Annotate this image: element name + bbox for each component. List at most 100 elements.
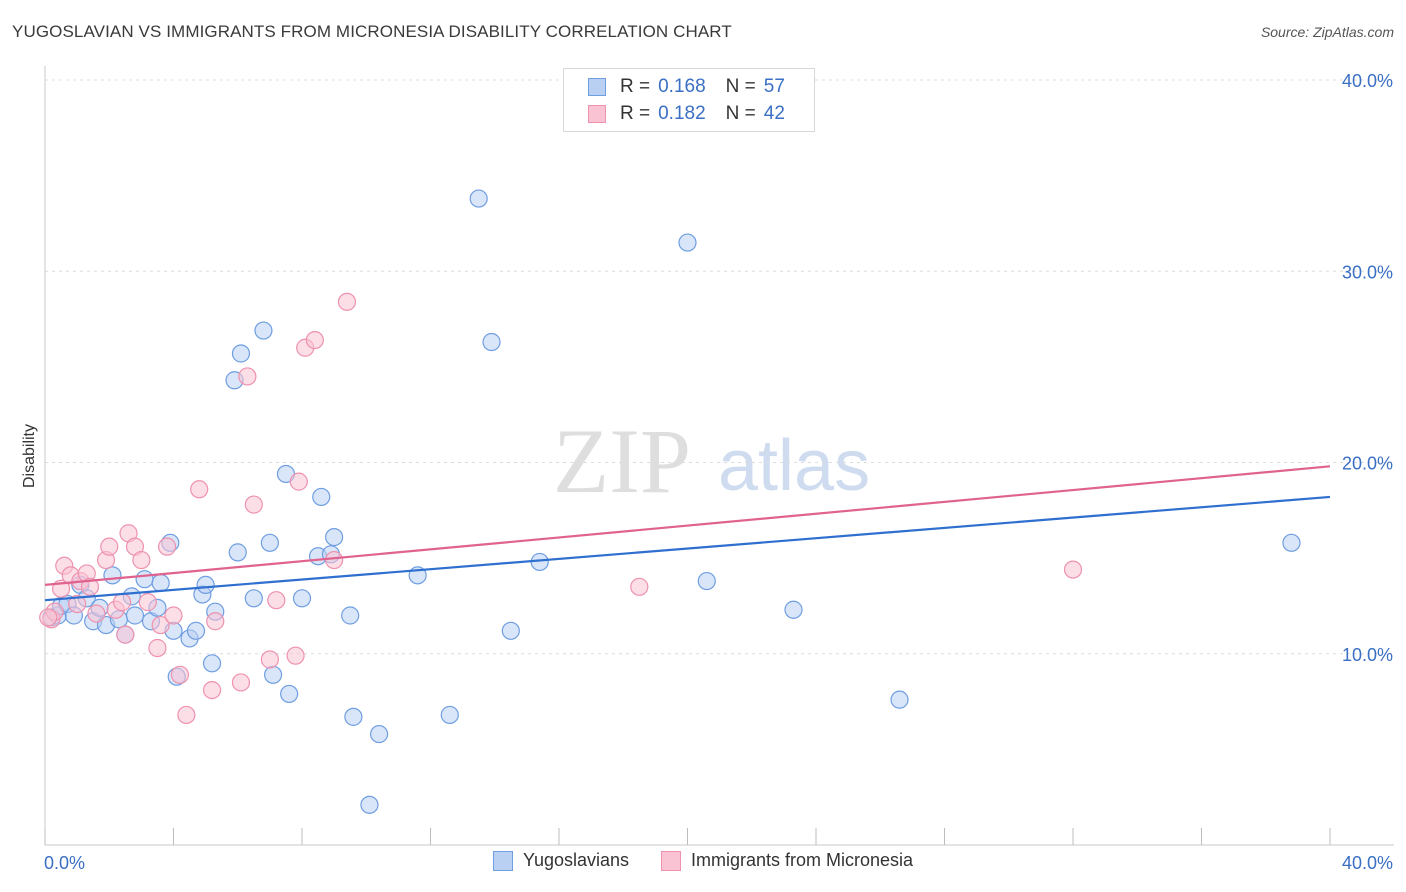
pink-point <box>100 537 119 556</box>
blue-point <box>325 527 344 547</box>
x-tick-label: 0.0% <box>44 853 85 873</box>
blue-point <box>263 665 283 684</box>
blue-point <box>196 575 215 595</box>
x-tick-label: 40.0% <box>1342 853 1393 873</box>
pink-point <box>202 680 222 700</box>
y-tick-label: 40.0% <box>1342 71 1393 91</box>
blue-point <box>260 533 279 552</box>
blue-point <box>678 233 697 252</box>
blue-point <box>292 589 312 608</box>
pink-point <box>244 495 263 514</box>
blue-point <box>125 606 145 625</box>
blue-point <box>360 795 379 814</box>
blue-point <box>784 600 803 619</box>
blue-point <box>344 707 363 726</box>
trend-lines <box>44 465 1331 602</box>
y-tick-label: 10.0% <box>1342 645 1393 665</box>
pink-point <box>305 331 324 350</box>
pink-point <box>238 367 257 386</box>
blue-point <box>151 573 170 593</box>
y-axis-label: Disability <box>21 424 38 488</box>
pink-point <box>148 638 167 658</box>
y-tick-label: 20.0% <box>1342 454 1393 474</box>
pink-point <box>206 612 225 631</box>
blue-point <box>469 189 488 208</box>
watermark: ZIP atlas <box>553 410 870 512</box>
pink-point <box>116 625 135 644</box>
n-value: 57 <box>763 76 785 97</box>
blue-point <box>135 570 154 589</box>
blue-point <box>254 321 273 340</box>
legend-swatch-blue <box>588 78 606 96</box>
legend-label: Immigrants from Micronesia <box>691 850 914 870</box>
pink-point <box>260 650 279 669</box>
legend-row-yugoslavians: R = 0.168 N = 57 <box>588 75 785 99</box>
pink-point <box>138 593 157 612</box>
r-value: 0.182 <box>658 103 706 124</box>
x-tick-labels: 0.0% 40.0% <box>44 853 1393 873</box>
blue-point <box>312 487 331 507</box>
pink-point <box>231 673 251 692</box>
blue-point <box>370 724 389 744</box>
grid <box>45 79 1394 655</box>
chart-title: YUGOSLAVIAN VS IMMIGRANTS FROM MICRONESI… <box>12 22 732 41</box>
pink-point <box>630 577 649 596</box>
legend-swatch-pink <box>661 850 682 871</box>
series-legend: Yugoslavians Immigrants from Micronesia <box>0 850 1406 871</box>
legend-row-micronesia: R = 0.182 N = 42 <box>588 102 785 126</box>
pink-point <box>39 608 58 627</box>
blue-point <box>890 690 909 709</box>
legend-item-yugoslavians[interactable]: Yugoslavians <box>492 850 630 871</box>
pink-point <box>325 550 344 570</box>
watermark-atlas: atlas <box>718 426 870 506</box>
correlation-legend: R = 0.168 N = 57 R = 0.182 N = 42 <box>563 68 815 132</box>
pink-point <box>289 472 308 491</box>
pink-trend-line <box>44 465 1331 586</box>
y-tick-label: 30.0% <box>1342 262 1393 282</box>
blue-point <box>1282 533 1301 552</box>
pink-point <box>80 577 100 596</box>
blue-point <box>697 571 716 591</box>
legend-item-micronesia[interactable]: Immigrants from Micronesia <box>661 850 913 871</box>
n-label: N = <box>725 103 756 124</box>
blue-point <box>228 543 247 562</box>
pink-point <box>164 606 183 625</box>
pink-point <box>132 550 151 570</box>
blue-point <box>103 566 122 585</box>
n-value: 42 <box>763 103 785 124</box>
y-tick-labels: 10.0% 20.0% 30.0% 40.0% <box>1342 71 1393 665</box>
pink-point <box>286 646 305 665</box>
pink-point <box>112 593 132 612</box>
blue-point <box>482 332 501 352</box>
blue-point <box>202 654 222 673</box>
pink-point <box>190 480 209 499</box>
pink-point <box>337 292 357 311</box>
pink-point <box>170 665 190 684</box>
watermark-zip: ZIP <box>553 410 691 512</box>
pink-point <box>267 591 286 610</box>
r-value: 0.168 <box>658 76 706 97</box>
n-label: N = <box>725 76 756 97</box>
blue-point <box>341 606 360 625</box>
r-label: R = <box>620 76 651 97</box>
pink-point <box>68 594 87 614</box>
blue-point <box>280 684 299 704</box>
blue-point <box>501 621 520 640</box>
pink-point <box>1063 560 1083 579</box>
axes <box>44 66 1394 846</box>
blue-trend-line <box>44 495 1331 602</box>
legend-label: Yugoslavians <box>522 850 630 870</box>
r-label: R = <box>620 103 651 124</box>
pink-point <box>177 705 196 725</box>
blue-point <box>186 621 206 640</box>
blue-point <box>231 344 251 363</box>
legend-swatch-pink <box>588 105 606 123</box>
blue-point <box>244 589 263 608</box>
blue-point <box>440 705 459 725</box>
pink-point <box>151 615 170 635</box>
legend-swatch-blue <box>492 850 513 871</box>
pink-point <box>157 537 177 556</box>
points <box>39 189 1301 814</box>
source-label: Source: ZipAtlas.com <box>1260 24 1394 40</box>
